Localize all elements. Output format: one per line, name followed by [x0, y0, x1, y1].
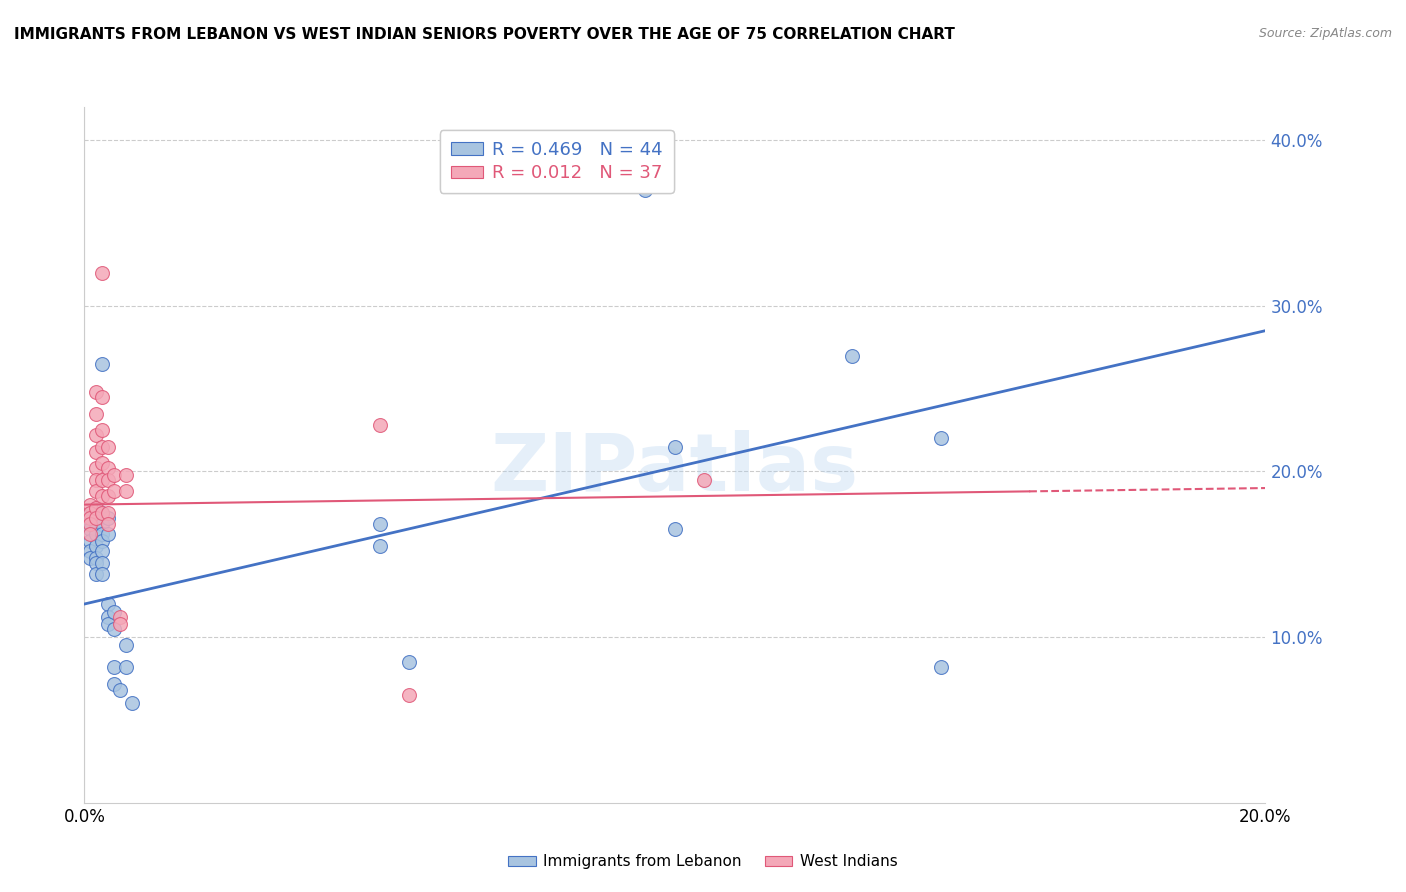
Point	[91, 506, 114, 520]
Point	[103, 467, 125, 482]
Point	[84, 473, 107, 487]
Point	[108, 683, 131, 698]
Point	[84, 461, 107, 475]
Point	[91, 489, 114, 503]
Point	[91, 527, 114, 541]
Point	[84, 500, 107, 515]
Point	[79, 523, 101, 537]
Point	[79, 498, 101, 512]
Point	[79, 506, 101, 520]
Point	[91, 440, 114, 454]
Point	[97, 597, 120, 611]
Point	[664, 440, 686, 454]
Point	[91, 544, 114, 558]
Point	[929, 660, 952, 674]
Point	[84, 556, 107, 570]
Point	[79, 550, 101, 565]
Point	[114, 467, 136, 482]
Point	[929, 431, 952, 445]
Point	[103, 660, 125, 674]
Point	[84, 500, 107, 515]
Point	[91, 456, 114, 470]
Point	[79, 544, 101, 558]
Point	[84, 428, 107, 442]
Point	[108, 616, 131, 631]
Point	[91, 506, 114, 520]
Point	[84, 517, 107, 532]
Point	[84, 384, 107, 399]
Point	[97, 461, 120, 475]
Point	[91, 473, 114, 487]
Point	[368, 418, 391, 433]
Point	[91, 556, 114, 570]
Point	[97, 506, 120, 520]
Text: Source: ZipAtlas.com: Source: ZipAtlas.com	[1258, 27, 1392, 40]
Point	[84, 511, 107, 525]
Point	[91, 357, 114, 371]
Point	[91, 266, 114, 280]
Point	[398, 655, 420, 669]
Point	[84, 444, 107, 458]
Point	[368, 517, 391, 532]
Point	[79, 514, 101, 528]
Point	[97, 610, 120, 624]
Point	[103, 605, 125, 619]
Point	[97, 440, 120, 454]
Point	[664, 523, 686, 537]
Point	[103, 676, 125, 690]
Point	[108, 610, 131, 624]
Point	[84, 527, 107, 541]
Point	[114, 639, 136, 653]
Point	[84, 407, 107, 421]
Point	[103, 484, 125, 499]
Text: IMMIGRANTS FROM LEBANON VS WEST INDIAN SENIORS POVERTY OVER THE AGE OF 75 CORREL: IMMIGRANTS FROM LEBANON VS WEST INDIAN S…	[14, 27, 955, 42]
Point	[693, 473, 716, 487]
Point	[103, 622, 125, 636]
Point	[114, 484, 136, 499]
Point	[91, 390, 114, 404]
Point	[79, 511, 101, 525]
Point	[97, 527, 120, 541]
Point	[398, 688, 420, 702]
Point	[368, 539, 391, 553]
Point	[84, 511, 107, 525]
Point	[91, 534, 114, 549]
Point	[97, 511, 120, 525]
Point	[97, 616, 120, 631]
Point	[97, 517, 120, 532]
Point	[91, 423, 114, 437]
Legend: Immigrants from Lebanon, West Indians: Immigrants from Lebanon, West Indians	[502, 848, 904, 875]
Point	[114, 660, 136, 674]
Point	[84, 567, 107, 582]
Point	[84, 484, 107, 499]
Point	[97, 473, 120, 487]
Point	[84, 550, 107, 565]
Point	[91, 567, 114, 582]
Point	[634, 183, 657, 197]
Legend: R = 0.469   N = 44, R = 0.012   N = 37: R = 0.469 N = 44, R = 0.012 N = 37	[440, 130, 673, 193]
Point	[97, 489, 120, 503]
Point	[91, 517, 114, 532]
Point	[84, 539, 107, 553]
Point	[79, 517, 101, 532]
Point	[79, 506, 101, 520]
Point	[79, 527, 101, 541]
Point	[121, 697, 143, 711]
Point	[841, 349, 863, 363]
Text: ZIPatlas: ZIPatlas	[491, 430, 859, 508]
Point	[79, 534, 101, 549]
